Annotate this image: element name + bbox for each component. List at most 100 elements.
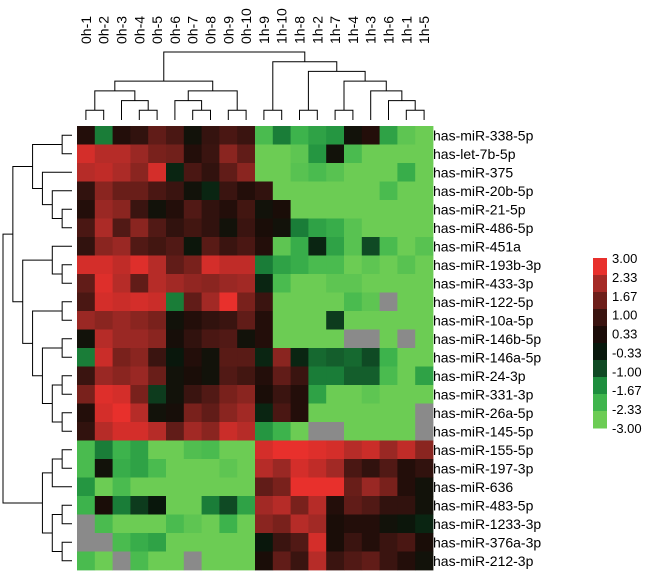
heatmap-cell <box>130 126 149 145</box>
heatmap-cell <box>77 551 96 571</box>
dendrogram-branch <box>61 449 72 469</box>
heatmap-cell <box>379 533 398 552</box>
heatmap-cell <box>361 533 380 552</box>
heatmap-cell <box>166 292 185 312</box>
heatmap-cell <box>112 403 131 423</box>
heatmap-cell <box>94 422 113 441</box>
heatmap-cell <box>308 311 327 330</box>
legend-tick-label: -3.00 <box>612 421 642 436</box>
heatmap-cell <box>183 348 202 367</box>
heatmap-cell <box>308 144 327 164</box>
heatmap-cell <box>255 440 274 460</box>
heatmap-cell <box>415 163 434 182</box>
color-legend: 3.00 2.33 1.67 1.00 0.33 -0.33 -1.00 -1.67 -2.33… <box>593 251 642 436</box>
heatmap-cell <box>415 218 434 238</box>
heatmap-cell <box>219 477 238 497</box>
heatmap-cell <box>237 237 256 256</box>
heatmap-cell <box>397 366 416 386</box>
heatmap-cell <box>166 348 185 367</box>
heatmap-cell <box>344 496 363 515</box>
heatmap-cell <box>397 329 416 349</box>
heatmap-cell <box>272 126 291 145</box>
heatmap-cell <box>397 385 416 404</box>
heatmap-cell <box>415 292 434 312</box>
heatmap-cell <box>237 311 256 330</box>
column-label: 0h-2 <box>96 16 112 44</box>
heatmap-cell <box>361 496 380 515</box>
heatmap-cell <box>308 440 327 460</box>
heatmap-cell <box>237 533 256 552</box>
heatmap-cell <box>148 348 167 367</box>
heatmap-cell <box>308 403 327 423</box>
dendrogram-branch <box>51 514 63 552</box>
heatmap-cell <box>308 551 327 571</box>
heatmap-cell <box>272 218 291 238</box>
heatmap-cell <box>361 144 380 164</box>
heatmap-cell <box>255 496 274 515</box>
heatmap-cell <box>255 311 274 330</box>
heatmap-cell <box>308 385 327 404</box>
heatmap-cell <box>112 311 131 330</box>
heatmap-cell <box>201 348 220 367</box>
heatmap-cell <box>255 366 274 386</box>
heatmap-cell <box>219 551 238 571</box>
heatmap-cell <box>272 255 291 275</box>
heatmap-cell <box>290 329 309 349</box>
heatmap-cell <box>130 181 149 201</box>
heatmap-cell <box>94 533 113 552</box>
heatmap-cell <box>255 385 274 404</box>
heatmap-cell <box>94 329 113 349</box>
dendrogram-branch <box>32 144 63 189</box>
legend-tick-label: 1.00 <box>612 308 637 323</box>
heatmap-cell <box>112 255 131 275</box>
heatmap-cell <box>326 422 345 441</box>
heatmap-cell <box>272 144 291 164</box>
heatmap-cell <box>361 477 380 497</box>
heatmap-cell <box>148 403 167 423</box>
column-label: 0h-1 <box>78 16 94 44</box>
heatmap-cell <box>379 255 398 275</box>
heatmap-cell <box>290 126 309 145</box>
heatmap-cell <box>237 496 256 515</box>
heatmap-cell <box>290 440 309 460</box>
heatmap-cell <box>415 385 434 404</box>
heatmap-cell <box>361 403 380 423</box>
column-label: 0h-9 <box>220 16 236 44</box>
heatmap-cell <box>201 551 220 571</box>
heatmap-cell <box>379 440 398 460</box>
heatmap-cell <box>415 255 434 275</box>
heatmap-cell <box>308 218 327 238</box>
heatmap-cell <box>361 514 380 534</box>
heatmap-cell <box>112 366 131 386</box>
heatmap-cell <box>94 366 113 386</box>
heatmap-cell <box>77 514 96 534</box>
heatmap-cell <box>361 255 380 275</box>
heatmap-cell <box>361 551 380 571</box>
heatmap-cell <box>361 237 380 256</box>
heatmap-cell <box>255 422 274 441</box>
heatmap-cell <box>255 477 274 497</box>
heatmap-cell <box>397 440 416 460</box>
dendrogram-branch <box>307 70 366 111</box>
heatmap-cell <box>219 126 238 145</box>
column-label: 0h-5 <box>149 16 165 44</box>
heatmap-cell <box>201 311 220 330</box>
heatmap-cell <box>77 311 96 330</box>
heatmap-cell <box>272 477 291 497</box>
heatmap-cell <box>166 274 185 293</box>
heatmap-cell <box>219 181 238 201</box>
heatmap-cell <box>272 348 291 367</box>
heatmap-cell <box>219 533 238 552</box>
row-label: has-miR-26a-5p <box>433 405 534 421</box>
heatmap-cell <box>148 440 167 460</box>
heatmap-cell <box>219 311 238 330</box>
heatmap-cell <box>379 126 398 145</box>
row-label: has-let-7b-5p <box>433 146 516 162</box>
heatmap-cell <box>379 274 398 293</box>
heatmap-cell <box>94 477 113 497</box>
heatmap-cell <box>326 292 345 312</box>
heatmap-cell <box>183 403 202 423</box>
heatmap-cell <box>112 440 131 460</box>
legend-swatch <box>593 360 607 378</box>
heatmap-cell <box>148 255 167 275</box>
